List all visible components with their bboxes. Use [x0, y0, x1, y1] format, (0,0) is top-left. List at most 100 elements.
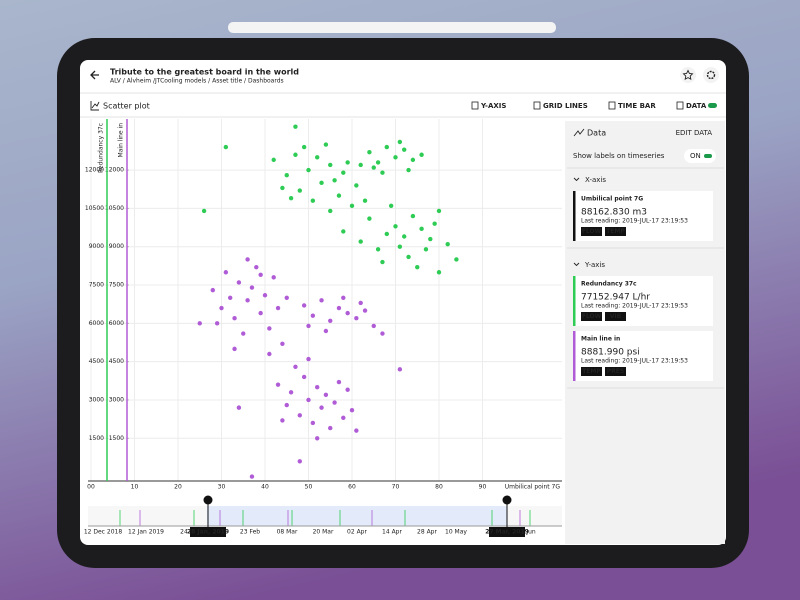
point: [262, 293, 268, 298]
timebar-label: 28 Apr: [417, 529, 437, 536]
point: [328, 425, 333, 431]
point: [258, 272, 263, 278]
point: [375, 160, 381, 165]
timebar-label: 10 May: [445, 529, 467, 536]
range-label-box: [489, 527, 525, 537]
point: [310, 313, 316, 318]
card-reading: Last reading: 2019-JUL-17 23:19:53: [581, 303, 688, 310]
point: [297, 459, 302, 464]
y2-tick-label: 9000: [109, 243, 124, 250]
point: [284, 295, 289, 300]
range-handle[interactable]: [502, 495, 512, 505]
point: [323, 328, 329, 334]
point: [275, 305, 281, 311]
tag-label: FLOW: [582, 313, 602, 320]
range-handle[interactable]: [203, 495, 213, 505]
y2-tick-label: 10500: [105, 205, 124, 212]
point: [293, 152, 298, 157]
y-tick-label: 7500: [89, 282, 104, 289]
point: [345, 387, 350, 392]
point: [319, 298, 324, 303]
point: [336, 379, 342, 385]
toggle[interactable]: [684, 149, 716, 163]
toolbar-item[interactable]: DATA: [686, 102, 707, 110]
point: [436, 208, 442, 214]
point: [436, 270, 442, 275]
toggle-state: ON: [690, 152, 701, 160]
point: [228, 295, 233, 300]
chevron[interactable]: [573, 262, 580, 267]
point: [402, 234, 407, 239]
point: [306, 167, 311, 173]
point: [301, 374, 307, 380]
point: [336, 193, 342, 198]
point: [236, 280, 242, 285]
edit-data-button[interactable]: EDIT DATA: [676, 129, 713, 137]
point: [297, 413, 302, 418]
timebar-label: Jun: [525, 529, 536, 536]
timebar-selection[interactable]: [207, 506, 507, 526]
y-tick-label: 3000: [89, 396, 104, 403]
point: [336, 305, 342, 311]
data-toggle[interactable]: [708, 103, 717, 108]
point: [315, 155, 320, 160]
tag: [605, 367, 626, 376]
point: [367, 150, 372, 155]
tag-label: TEMP: [582, 368, 601, 375]
point: [341, 295, 346, 300]
point: [254, 264, 259, 270]
tag-label: FLOW: [582, 228, 602, 235]
x-tick-label: 00: [87, 484, 95, 491]
toolbar-item[interactable]: TIME BAR: [618, 102, 656, 110]
point: [284, 172, 289, 178]
pencil: [228, 22, 556, 33]
x-tick-label: 60: [348, 484, 356, 491]
point: [432, 221, 437, 226]
tag-label: VIB: [610, 313, 622, 320]
point: [197, 321, 202, 326]
x-tick-label: 70: [392, 484, 400, 491]
point: [232, 346, 237, 352]
card-reading: Last reading: 2019-JUL-17 23:19:53: [581, 218, 688, 225]
point: [288, 390, 294, 395]
point: [380, 331, 385, 336]
toolbar-item[interactable]: GRID LINES: [543, 102, 588, 110]
point: [315, 436, 320, 441]
y-axis-title: Main line in: [118, 123, 125, 158]
point: [423, 247, 429, 252]
point: [245, 298, 250, 303]
chevron[interactable]: [573, 177, 580, 182]
point: [236, 405, 242, 410]
x-axis-title: Umbilical point 7G: [505, 484, 561, 491]
point: [397, 367, 403, 372]
time-bar: 12 Dec 2018 12 Jan 2019 24 23 Feb 08 Mar 20 M…: [84, 495, 562, 537]
tag: [581, 367, 602, 376]
point: [410, 213, 416, 219]
point: [319, 405, 324, 410]
y-tick-label: 1500: [89, 435, 104, 442]
breadcrumb[interactable]: ALV / Alvheim /JTCooling models / Asset …: [110, 78, 284, 85]
tag: [581, 227, 602, 236]
point: [371, 165, 376, 170]
timebar-label: 12 Dec 2018: [84, 529, 123, 536]
card-value: 88162.830 m3: [581, 208, 647, 218]
point: [349, 407, 355, 413]
y-tick-label: 4500: [89, 358, 104, 365]
star-button[interactable]: [680, 67, 696, 83]
point: [293, 124, 298, 129]
sidebar-title: Data: [587, 129, 606, 138]
point: [349, 203, 355, 209]
toolbar-item[interactable]: Y-AXIS: [480, 102, 506, 110]
view-title: Scatter plot: [103, 102, 150, 111]
point: [284, 402, 289, 408]
back-button[interactable]: [90, 70, 99, 80]
settings-button[interactable]: [703, 67, 719, 83]
point: [393, 224, 398, 229]
point: [388, 203, 394, 209]
star-icon: [682, 69, 694, 80]
card-name: Main line in: [581, 336, 620, 343]
point: [362, 308, 368, 313]
card-accent: [573, 331, 576, 381]
card-accent: [573, 191, 576, 241]
point: [384, 231, 389, 237]
